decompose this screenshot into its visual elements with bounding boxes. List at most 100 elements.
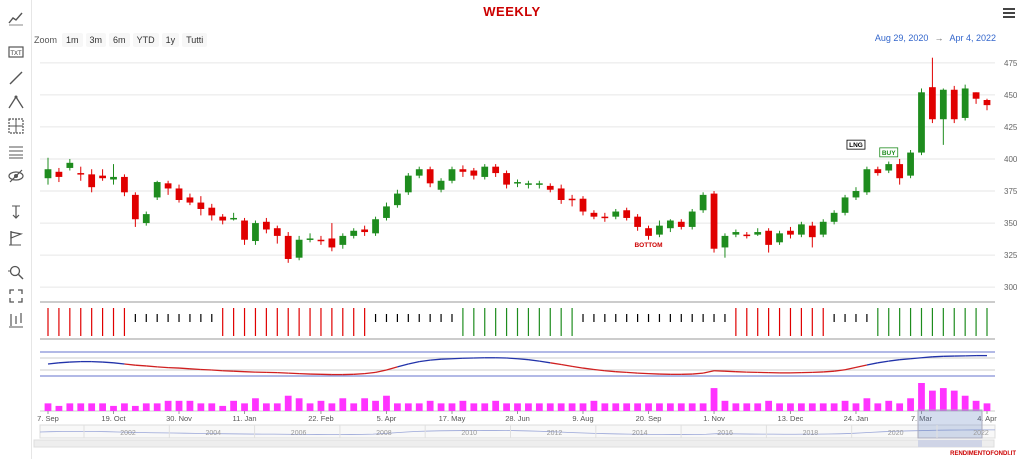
candle-up: [252, 223, 259, 242]
oscillator-segment: [593, 368, 605, 372]
zoom-3m-button[interactable]: 3m: [85, 33, 107, 47]
candle-down: [579, 198, 587, 212]
oscillator-segment: [353, 372, 365, 375]
volume-bar: [219, 405, 227, 411]
annotation-label: BUY: [882, 150, 896, 157]
x-tick-label: 30. Nov: [166, 414, 192, 423]
x-tick-label: 5. Apr: [377, 414, 397, 423]
trend-icon[interactable]: [4, 6, 28, 30]
candle-up: [404, 175, 412, 193]
oscillator-segment: [692, 372, 704, 375]
flag-icon[interactable]: [4, 226, 28, 250]
volume-bar: [830, 403, 838, 411]
volume-bar: [426, 400, 434, 411]
volume-bar: [754, 403, 762, 411]
candle-down: [262, 221, 270, 230]
volume-bar: [284, 395, 292, 411]
candle-down: [503, 173, 510, 185]
candle-up: [306, 238, 314, 240]
volume-bar: [121, 403, 128, 411]
candle-down: [972, 92, 980, 99]
indicators-icon[interactable]: [4, 308, 28, 332]
volume-bar: [66, 403, 74, 411]
candle-up: [66, 162, 74, 168]
volume-bar: [699, 403, 707, 411]
candle-up: [437, 180, 445, 190]
zoom-1y-button[interactable]: 1y: [161, 33, 180, 47]
line-icon[interactable]: [4, 66, 28, 90]
volume-bar: [535, 403, 543, 411]
x-tick-label: 20. Sep: [636, 414, 662, 423]
oscillator-segment: [571, 365, 584, 369]
candle-down: [208, 207, 216, 216]
oscillator-segment: [124, 363, 136, 366]
x-tick-label: 7. Sep: [37, 414, 59, 423]
navigator-series: [39, 429, 995, 436]
zoom-ytd-button[interactable]: YTD: [132, 33, 159, 47]
x-tick-label: 19. Oct: [101, 414, 126, 423]
volume-bar: [77, 403, 85, 411]
hide-icon[interactable]: [4, 164, 28, 188]
candle-down: [317, 239, 325, 242]
oscillator-segment: [517, 358, 529, 361]
oscillator-segment: [58, 361, 70, 364]
candle-up: [776, 233, 783, 243]
range-from-input[interactable]: Aug 29, 2020: [874, 33, 929, 43]
candle-down: [175, 188, 183, 200]
zoom-all-button[interactable]: Tutti: [182, 33, 208, 47]
volume-bar: [579, 403, 587, 411]
fullscreen-icon[interactable]: [4, 284, 28, 308]
candle-down: [459, 169, 467, 172]
volume-bar: [262, 403, 270, 411]
candle-up: [819, 221, 827, 235]
volume-bar: [415, 403, 423, 411]
volume-bar: [44, 403, 52, 411]
volume-bar: [787, 403, 794, 411]
volume-bar: [950, 390, 958, 411]
candle-down: [765, 230, 773, 245]
volume-bar: [557, 403, 565, 411]
volume-bar: [677, 403, 685, 411]
hamburger-menu-icon[interactable]: [1002, 6, 1016, 20]
oscillator-segment: [178, 367, 190, 370]
candle-up: [754, 232, 762, 235]
volume-bar: [295, 398, 303, 411]
pitchfork-icon[interactable]: [4, 90, 28, 114]
annotation-box: [846, 139, 866, 150]
volume-bar: [383, 395, 390, 411]
volume-bar: [863, 398, 871, 411]
candle-down: [710, 193, 718, 249]
navigator-year-label: 2020: [888, 430, 904, 437]
zoom-1m-button[interactable]: 1m: [62, 33, 83, 47]
volume-bar: [939, 388, 947, 411]
oscillator-segment: [834, 369, 846, 372]
oscillator-segment: [146, 365, 158, 368]
x-tick-label: 1. Nov: [703, 414, 725, 423]
y-tick-label: 375: [1004, 187, 1018, 196]
measure-icon[interactable]: [4, 200, 28, 224]
candle-down: [929, 87, 936, 120]
zoom-6m-button[interactable]: 6m: [109, 33, 130, 47]
oscillator-segment: [550, 362, 562, 366]
candle-up: [656, 225, 663, 235]
crosshair-icon[interactable]: [4, 114, 28, 138]
oscillator-segment: [375, 369, 387, 374]
fibonacci-icon[interactable]: [4, 140, 28, 164]
volume-bar: [230, 400, 238, 411]
zoom-in-icon[interactable]: [4, 260, 28, 284]
volume-bar: [885, 400, 893, 411]
volume-bar: [470, 403, 478, 411]
candle-down: [273, 228, 281, 236]
volume-bar: [317, 400, 325, 411]
annotation-label: LNG: [849, 142, 863, 149]
chart-title: WEEKLY: [483, 4, 541, 19]
oscillator-segment: [866, 362, 878, 366]
volume-bar: [339, 398, 347, 411]
drawing-toolbar: TXT: [0, 0, 32, 459]
range-to-input[interactable]: Apr 4, 2022: [949, 33, 996, 43]
candle-down: [557, 188, 565, 200]
text-icon[interactable]: TXT: [4, 40, 28, 64]
navigator-year-label: 2002: [120, 430, 136, 437]
volume-bar: [601, 403, 609, 411]
